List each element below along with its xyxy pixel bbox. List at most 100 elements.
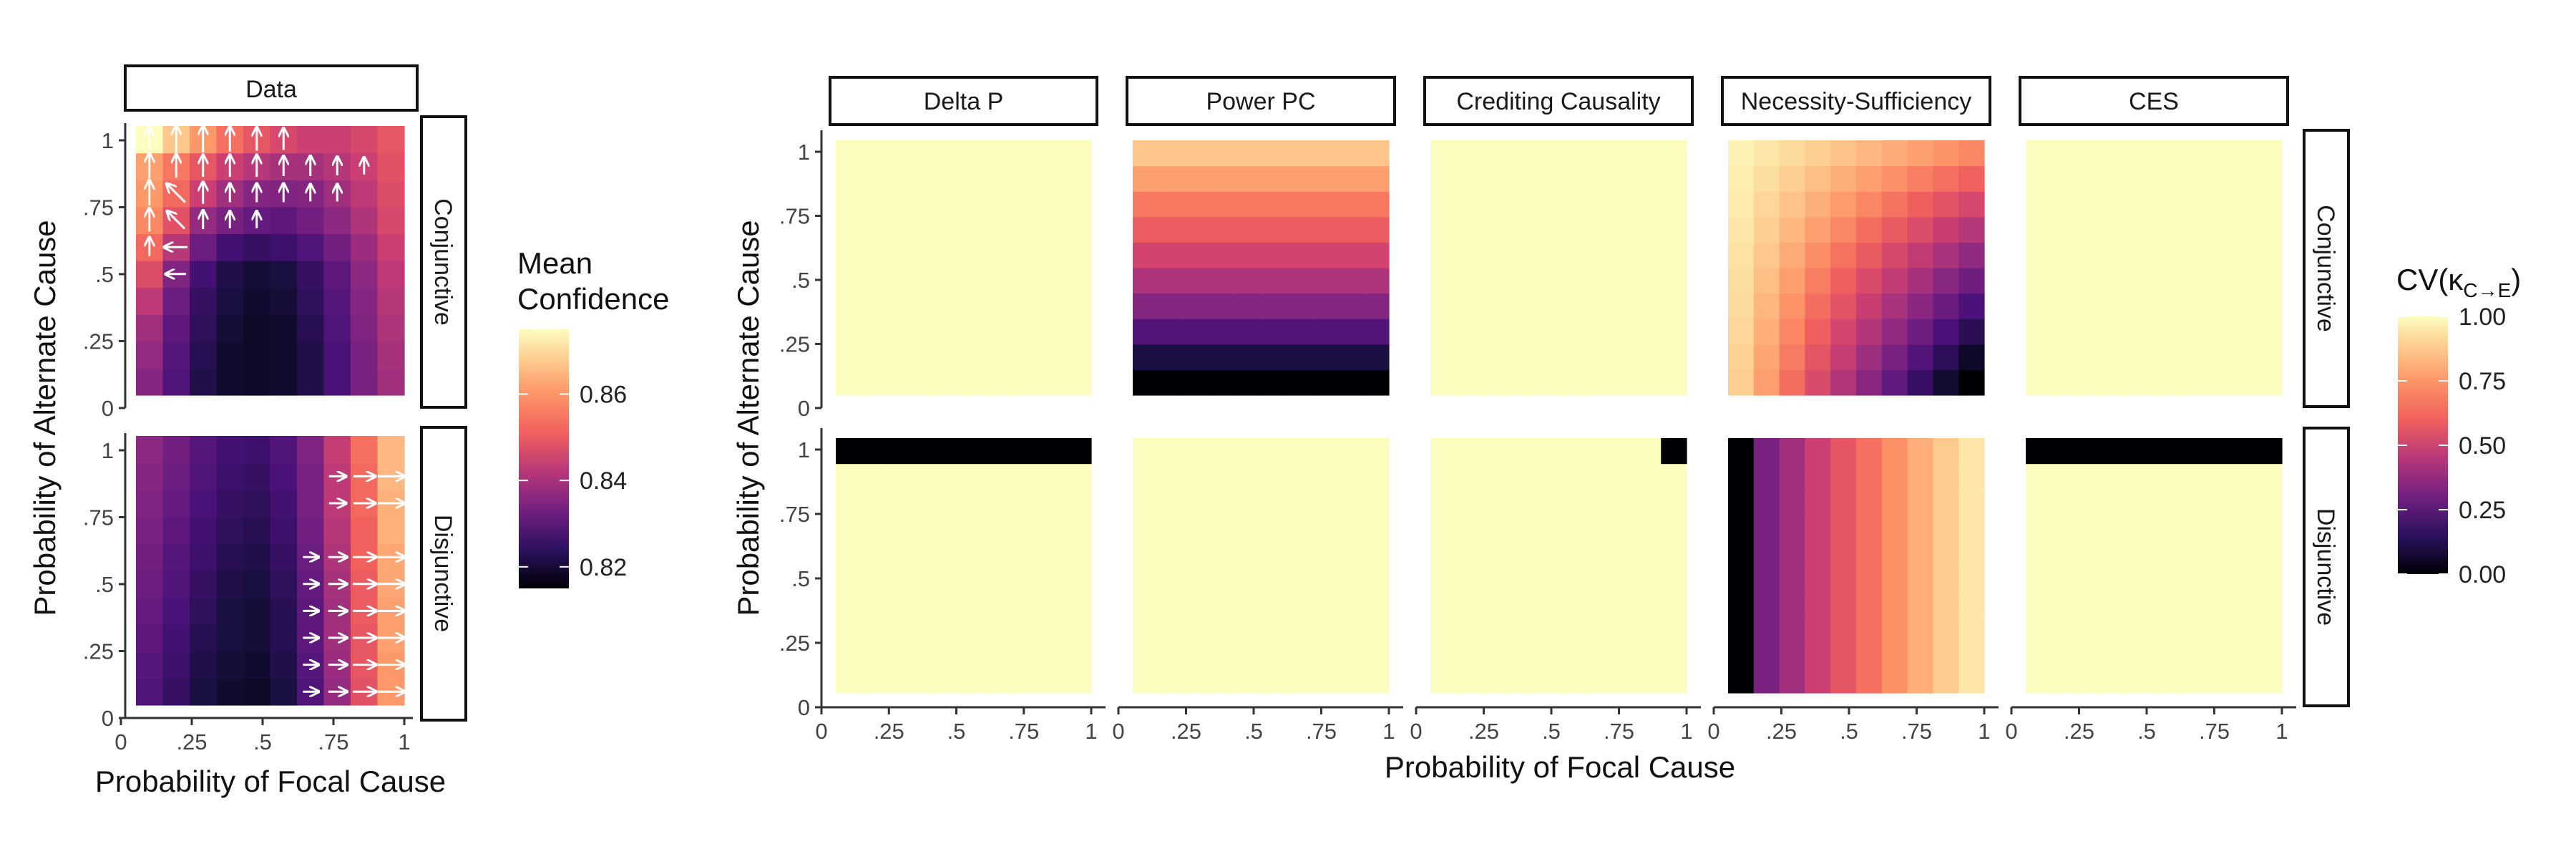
cv-heat-cell [2051, 191, 2078, 218]
cv-heat-cell [1805, 319, 1831, 345]
heat-cell [136, 341, 164, 369]
cv-heat-cell [1779, 489, 1805, 515]
cv-heat-cell [2179, 165, 2206, 192]
cv-heat-cell [963, 489, 990, 515]
cv-heat-cell [989, 344, 1015, 370]
cv-heat-cell [2051, 591, 2078, 617]
cv-ticks: 1.00 0.75 0.50 0.25 0.00 [2398, 304, 2506, 588]
cv-heat-cell [1635, 216, 1662, 243]
heat-cell [377, 287, 405, 315]
cv-heat-cell [937, 566, 965, 592]
cv-heat-cell [1235, 293, 1262, 319]
cv-heat-cell [1455, 566, 1483, 592]
cv-heat-cell [2205, 667, 2231, 694]
cv-heat-cell [2256, 319, 2283, 345]
cv-heat-cell [2179, 268, 2206, 294]
cv-heat-cell [1779, 319, 1805, 345]
cv-heat-cell [1455, 489, 1483, 515]
cv-heat-cell [836, 438, 862, 465]
cv-heat-cell [1533, 242, 1559, 268]
cv-heat-cell [989, 369, 1015, 396]
y-tick-label: 1 [102, 128, 114, 153]
cv-heat-cell [2154, 616, 2180, 643]
y-tick-label: .5 [95, 262, 114, 287]
cv-heat-cell [1430, 242, 1457, 268]
cv-heat-cell [1455, 463, 1483, 490]
x-tick-label: .25 [1766, 719, 1797, 744]
cv-heat-cell [2128, 140, 2155, 167]
cv-heat-cell [2077, 165, 2103, 192]
cv-heat-cell [1455, 540, 1483, 566]
cv-heat-cell [2026, 667, 2052, 694]
heat-cell [270, 314, 298, 342]
cv-heat-cell [1065, 667, 1092, 694]
cv-heat-cell [2051, 540, 2078, 566]
cv-heat-cell [2128, 191, 2155, 218]
cv-heat-cell [1235, 566, 1262, 592]
x-tick-label: .5 [1542, 719, 1561, 744]
heat-cell [190, 436, 218, 464]
cv-heat-cell [1584, 165, 1611, 192]
data-heatmap-conjunctive [136, 126, 405, 396]
cv-heat-cell [887, 319, 913, 345]
heat-cell [297, 490, 325, 518]
cv-heat-cell [1830, 165, 1857, 192]
cv-heat-cell [1728, 216, 1755, 243]
cv-heat-cell [1533, 369, 1559, 396]
cv-heat-cell [1184, 591, 1210, 617]
cv-heat-cell [1040, 540, 1066, 566]
cv-heat-cell [2230, 268, 2257, 294]
cv-heat-cell [1779, 293, 1805, 319]
heat-cell [377, 314, 405, 342]
cv-heat-cell [1753, 191, 1780, 218]
cv-heat-cell [963, 268, 990, 294]
x-tick-label: .75 [1604, 719, 1634, 744]
cv-heat-cell [1133, 165, 1159, 192]
cv-heat-cell [2077, 191, 2103, 218]
models-panel: Delta P Power PC Crediting Causality Necess… [731, 76, 2350, 784]
cv-heat-cell [1856, 463, 1883, 490]
cv-heat-cell [2077, 667, 2103, 694]
cv-heat-cell [1558, 165, 1585, 192]
cv-heat-cell [2026, 591, 2052, 617]
cv-heat-cell [1958, 344, 1985, 370]
heat-cell [162, 490, 190, 518]
cv-heat-cell [1430, 140, 1457, 167]
cv-heat-cell [1661, 268, 1687, 294]
cv-heat-cell [1635, 591, 1662, 617]
cv-heat-cell [2102, 463, 2129, 490]
heat-cell [323, 126, 351, 154]
cv-heat-cell [1363, 641, 1390, 668]
cv-heat-cell [1830, 667, 1857, 694]
cv-heat-cell [1661, 641, 1687, 668]
cv-heat-cell [1958, 591, 1985, 617]
cv-heat-cell [887, 591, 913, 617]
cv-heat-cell [1209, 463, 1236, 490]
data-panel: Data Conjunctive Disjunctive 0.25.5.7510… [28, 64, 467, 798]
cv-heat-cell [887, 165, 913, 192]
cv-heat-cell [1184, 344, 1210, 370]
cv-heat-cell [1907, 667, 1933, 694]
cv-heat-cell [1337, 463, 1364, 490]
cv-heat-cell [1507, 344, 1533, 370]
cv-heat-cell [963, 463, 990, 490]
cv-heat-cell [1337, 667, 1364, 694]
heat-cell [270, 597, 298, 625]
cv-heat-cell [1958, 438, 1985, 465]
cv-heat-cell [836, 216, 862, 243]
cv-heat-cell [2128, 463, 2155, 490]
cv-heat-cell [1856, 293, 1883, 319]
cv-heat-cell [1558, 566, 1585, 592]
cv-heat-cell [1184, 641, 1210, 668]
cv-heat-cell [887, 489, 913, 515]
cv-heat-cell [1830, 489, 1857, 515]
cv-heat-cell [1609, 514, 1636, 540]
cv-heat-cell [2256, 514, 2283, 540]
cv-heat-cell [2154, 242, 2180, 268]
cv-heat-cell [887, 566, 913, 592]
cv-heat-cell [1507, 216, 1533, 243]
cv-heat-cell [1609, 667, 1636, 694]
cv-heat-cell [1779, 438, 1805, 465]
x-tick-label: 1 [1382, 719, 1395, 744]
